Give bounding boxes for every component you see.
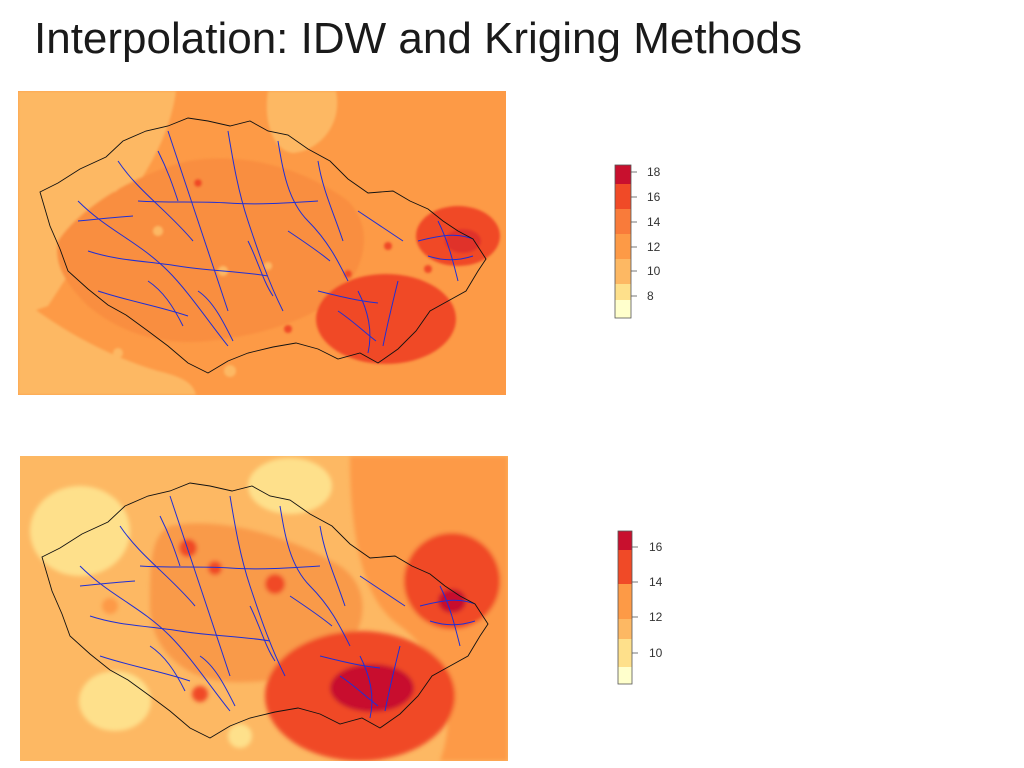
kriging-legend-swatch — [618, 550, 632, 584]
idw-map — [18, 91, 506, 395]
kriging-legend-label: 12 — [649, 610, 663, 624]
kriging-legend-frame — [617, 530, 633, 685]
kriging-zone-southwest — [79, 671, 151, 731]
idw-spot — [384, 242, 392, 250]
kriging-zone-east-red — [404, 533, 500, 629]
kriging-zone-north — [248, 458, 332, 514]
idw-spot — [107, 180, 119, 192]
idw-legend-label: 16 — [647, 190, 661, 204]
idw-legend-frame — [614, 164, 632, 319]
kriging-spot — [192, 686, 208, 702]
idw-zone-southeast — [316, 274, 456, 364]
idw-zone-east-core — [445, 229, 481, 253]
idw-zone-interior — [57, 158, 365, 342]
kriging-rivers — [79, 495, 481, 719]
slide-title: Interpolation: IDW and Kriging Methods — [34, 14, 802, 63]
idw-legend-label: 18 — [647, 165, 661, 179]
idw-country-border — [39, 117, 487, 374]
kriging-legend-label: 10 — [649, 646, 663, 660]
idw-spot — [424, 265, 432, 273]
idw-legend-label: 14 — [647, 215, 661, 229]
kriging-legend: 16 14 12 10 — [615, 528, 685, 688]
idw-legend-label: 8 — [647, 289, 654, 303]
kriging-legend-swatch — [618, 639, 632, 667]
idw-spot — [194, 179, 202, 187]
kriging-legend-label: 14 — [649, 575, 663, 589]
idw-legend-swatch — [615, 300, 631, 318]
idw-spot — [344, 270, 352, 278]
kriging-legend-swatch — [618, 531, 632, 550]
idw-spot — [284, 325, 292, 333]
kriging-legend-swatch — [618, 619, 632, 639]
idw-legend-swatch — [615, 259, 631, 284]
idw-spot — [113, 348, 123, 358]
kriging-legend-swatch — [618, 667, 632, 684]
idw-zone-light-bottom-left — [18, 296, 196, 395]
kriging-spot — [265, 574, 285, 594]
idw-legend-label: 12 — [647, 240, 661, 254]
kriging-spot — [179, 539, 197, 557]
idw-legend-swatch — [615, 284, 631, 300]
kriging-map — [20, 456, 508, 761]
idw-rivers — [77, 130, 479, 354]
idw-legend-label: 10 — [647, 264, 661, 278]
idw-legend-swatch — [615, 165, 631, 184]
idw-legend-swatch — [615, 184, 631, 209]
kriging-legend-label: 16 — [649, 540, 663, 554]
kriging-spot — [208, 561, 222, 575]
kriging-spot — [102, 598, 118, 614]
idw-legend-swatch — [615, 209, 631, 234]
kriging-spot — [228, 724, 252, 748]
kriging-country-border — [41, 482, 489, 739]
kriging-zone-northwest — [30, 486, 130, 576]
idw-spot — [264, 262, 272, 270]
idw-legend: 18 16 14 12 10 8 — [612, 162, 682, 324]
idw-legend-swatch — [615, 234, 631, 259]
idw-spot — [224, 365, 236, 377]
idw-zone-light-top — [266, 91, 338, 153]
kriging-legend-swatch — [618, 584, 632, 619]
idw-spot — [153, 226, 163, 236]
